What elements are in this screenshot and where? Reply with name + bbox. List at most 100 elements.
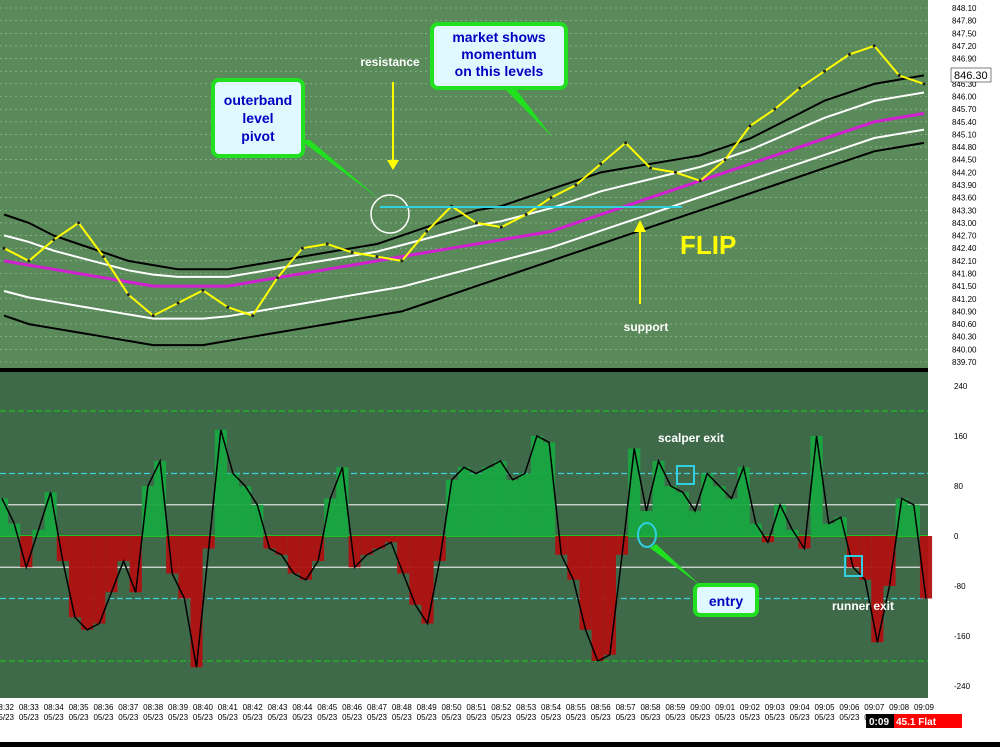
price-tick-label: 841.50 bbox=[952, 282, 977, 291]
scalper-exit-label: scalper exit bbox=[658, 431, 724, 445]
osc-bar bbox=[518, 473, 531, 536]
time-tick-label: 08:37 bbox=[118, 703, 139, 712]
time-tick-label: 08:32 bbox=[0, 703, 15, 712]
momentum-callout bbox=[430, 22, 568, 90]
time-tick-label: 08:36 bbox=[93, 703, 114, 712]
price-point bbox=[524, 213, 528, 216]
outerband-callout-line1: outerband bbox=[224, 92, 292, 108]
midline bbox=[3, 111, 925, 288]
price-axis-ticks: 848.10847.80847.50847.20846.90846.60846.… bbox=[952, 4, 977, 367]
date-tick-label: 05/23 bbox=[342, 713, 363, 722]
timer-box bbox=[866, 714, 894, 728]
support-arrow-head bbox=[634, 220, 646, 232]
price-point bbox=[499, 225, 503, 229]
resistance-arrow-head bbox=[387, 160, 399, 170]
price-point bbox=[27, 259, 31, 263]
osc-bar bbox=[239, 486, 252, 536]
date-tick-label: 05/23 bbox=[640, 713, 661, 722]
price-series bbox=[2, 44, 926, 318]
time-tick-label: 08:50 bbox=[442, 703, 463, 712]
osc-line bbox=[1, 429, 927, 668]
date-tick-label: 05/23 bbox=[839, 713, 860, 722]
outerband-callout-line3: pivot bbox=[241, 128, 275, 144]
osc-bar bbox=[324, 498, 337, 536]
price-point bbox=[823, 69, 827, 73]
price-point bbox=[226, 305, 230, 309]
price-point bbox=[350, 250, 354, 254]
scalper-exit-marker bbox=[676, 465, 695, 485]
lower-inner-band-line bbox=[3, 128, 925, 320]
time-tick-label: 08:33 bbox=[19, 703, 40, 712]
date-tick-label: 05/23 bbox=[417, 713, 438, 722]
time-tick-label: 08:45 bbox=[317, 703, 338, 712]
time-tick-label: 08:56 bbox=[591, 703, 612, 712]
lower-band-line bbox=[3, 141, 925, 347]
time-tick-label: 09:01 bbox=[715, 703, 736, 712]
time-tick-label: 08:53 bbox=[516, 703, 537, 712]
date-tick-label: 05/23 bbox=[168, 713, 189, 722]
price-point bbox=[798, 86, 802, 90]
osc-tick-label: -80 bbox=[954, 582, 966, 591]
price-tick-label: 842.10 bbox=[952, 257, 977, 266]
entry-marker bbox=[637, 522, 657, 548]
date-tick-label: 05/23 bbox=[690, 713, 711, 722]
momentum-callout-line2: momentum bbox=[461, 46, 536, 62]
osc-bar bbox=[81, 536, 94, 630]
date-tick-label: 05/23 bbox=[367, 713, 388, 722]
price-point bbox=[251, 314, 255, 318]
time-tick-label: 08:58 bbox=[640, 703, 661, 712]
price-point bbox=[872, 44, 876, 48]
price-point bbox=[425, 229, 429, 233]
osc-bar bbox=[445, 479, 458, 536]
time-tick-label: 09:02 bbox=[740, 703, 761, 712]
osc-bar bbox=[883, 536, 896, 586]
price-point bbox=[52, 238, 56, 242]
entry-callout-pointer bbox=[650, 544, 700, 585]
flip-label: FLIP bbox=[680, 230, 736, 260]
date-tick-label: 05/23 bbox=[466, 713, 487, 722]
price-point bbox=[101, 255, 105, 259]
date-tick-label: 05/23 bbox=[491, 713, 512, 722]
osc-bar bbox=[615, 536, 629, 555]
price-tick-label: 846.30 bbox=[952, 80, 977, 89]
date-tick-label: 05/23 bbox=[292, 713, 313, 722]
time-tick-label: 08:34 bbox=[44, 703, 65, 712]
outerband-callout-pointer bbox=[300, 140, 378, 198]
price-point bbox=[574, 183, 578, 187]
price-point bbox=[77, 221, 81, 225]
osc-tick-label: 0 bbox=[954, 532, 959, 541]
time-tick-label: 08:39 bbox=[168, 703, 189, 712]
price-point bbox=[748, 124, 752, 128]
price-tick-label: 847.50 bbox=[952, 29, 977, 38]
date-tick-label: 05/23 bbox=[193, 713, 214, 722]
time-tick-label: 08:48 bbox=[392, 703, 413, 712]
osc-bar bbox=[178, 536, 191, 599]
time-tick-label: 08:46 bbox=[342, 703, 363, 712]
date-tick-label: 05/23 bbox=[93, 713, 114, 722]
momentum-callout-line3: on this levels bbox=[455, 63, 544, 79]
time-tick-label: 08:52 bbox=[491, 703, 512, 712]
time-tick-label: 08:54 bbox=[541, 703, 562, 712]
osc-bar bbox=[895, 498, 908, 536]
osc-bar bbox=[141, 486, 154, 536]
osc-tick-label: 160 bbox=[954, 432, 968, 441]
osc-tick-label: -160 bbox=[954, 632, 971, 641]
osc-bar bbox=[603, 536, 616, 655]
price-tick-label: 847.20 bbox=[952, 42, 977, 51]
date-tick-label: 05/23 bbox=[516, 713, 537, 722]
price-tick-label: 845.10 bbox=[952, 130, 977, 139]
osc-bar bbox=[287, 536, 300, 574]
price-point bbox=[624, 141, 628, 145]
date-tick-label: 05/23 bbox=[740, 713, 761, 722]
time-tick-label: 08:47 bbox=[367, 703, 388, 712]
osc-bar bbox=[470, 473, 483, 536]
osc-bar bbox=[226, 473, 240, 536]
price-point bbox=[648, 166, 652, 170]
osc-bar bbox=[543, 442, 556, 536]
time-tick-label: 09:09 bbox=[914, 703, 935, 712]
date-tick-label: 05/23 bbox=[541, 713, 562, 722]
price-tick-label: 844.50 bbox=[952, 156, 977, 165]
osc-tick-label: 240 bbox=[954, 382, 968, 391]
osc-bar bbox=[129, 536, 142, 593]
osc-bar bbox=[0, 498, 9, 536]
